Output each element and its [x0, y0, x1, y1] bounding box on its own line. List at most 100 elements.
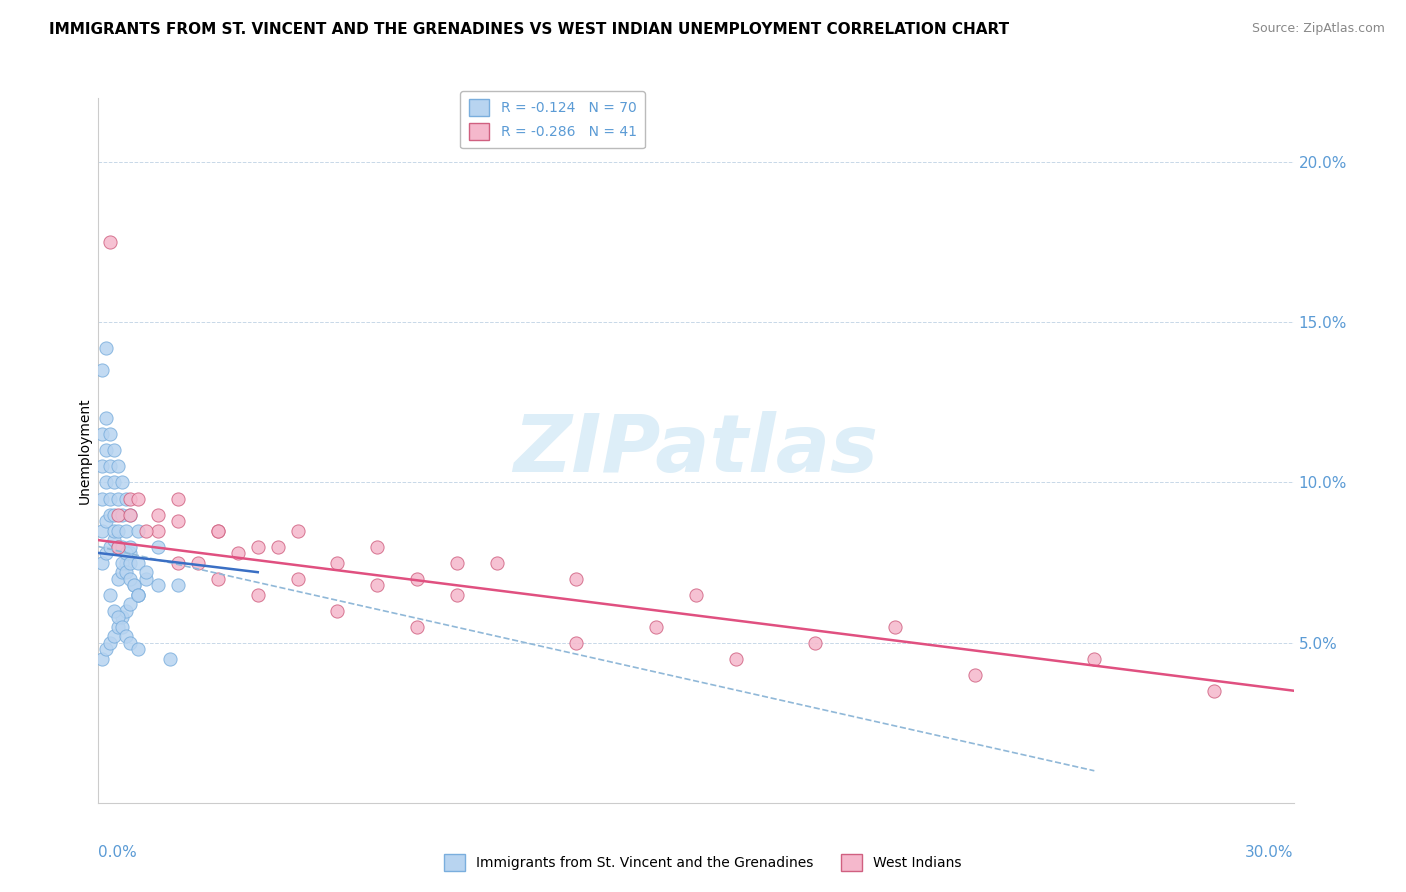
- Point: [111, 540, 134, 554]
- Text: Source: ZipAtlas.com: Source: ZipAtlas.com: [1251, 22, 1385, 36]
- Legend: R = -0.124   N = 70, R = -0.286   N = 41: R = -0.124 N = 70, R = -0.286 N = 41: [460, 91, 645, 148]
- Point: [115, 565, 138, 579]
- Point: [485, 556, 508, 570]
- Point: [96, 341, 118, 355]
- Point: [148, 540, 170, 554]
- Point: [107, 491, 129, 506]
- Point: [127, 588, 149, 602]
- Text: ZIPatlas: ZIPatlas: [513, 411, 879, 490]
- Point: [127, 642, 149, 657]
- Point: [115, 491, 138, 506]
- Point: [111, 619, 134, 633]
- Point: [120, 491, 142, 506]
- Point: [103, 533, 125, 548]
- Point: [124, 578, 146, 592]
- Point: [107, 508, 129, 522]
- Point: [111, 556, 134, 570]
- Point: [91, 651, 114, 665]
- Point: [103, 475, 125, 490]
- Point: [98, 459, 122, 474]
- Point: [446, 588, 468, 602]
- Point: [120, 508, 142, 522]
- Point: [645, 619, 668, 633]
- Point: [246, 588, 269, 602]
- Point: [366, 578, 388, 592]
- Point: [207, 572, 229, 586]
- Point: [1083, 651, 1105, 665]
- Point: [111, 565, 134, 579]
- Point: [107, 572, 129, 586]
- Point: [724, 651, 747, 665]
- Point: [98, 235, 122, 250]
- Point: [91, 524, 114, 538]
- Point: [103, 524, 125, 538]
- Point: [120, 508, 142, 522]
- Point: [107, 619, 129, 633]
- Point: [120, 572, 142, 586]
- Point: [207, 524, 229, 538]
- Point: [107, 540, 129, 554]
- Point: [187, 556, 209, 570]
- Point: [167, 578, 190, 592]
- Point: [103, 629, 125, 643]
- Point: [115, 556, 138, 570]
- Point: [120, 597, 142, 611]
- Point: [120, 540, 142, 554]
- Point: [111, 475, 134, 490]
- Point: [167, 556, 190, 570]
- Point: [1202, 683, 1225, 698]
- Point: [115, 546, 138, 560]
- Point: [565, 635, 588, 649]
- Point: [96, 546, 118, 560]
- Y-axis label: Unemployment: Unemployment: [77, 397, 91, 504]
- Point: [127, 588, 149, 602]
- Point: [127, 524, 149, 538]
- Point: [91, 363, 114, 377]
- Point: [96, 514, 118, 528]
- Point: [91, 427, 114, 442]
- Point: [148, 578, 170, 592]
- Point: [111, 610, 134, 624]
- Point: [111, 508, 134, 522]
- Point: [148, 524, 170, 538]
- Point: [963, 667, 986, 681]
- Point: [167, 514, 190, 528]
- Point: [98, 540, 122, 554]
- Point: [246, 540, 269, 554]
- Point: [287, 524, 309, 538]
- Point: [120, 546, 142, 560]
- Point: [115, 604, 138, 618]
- Point: [287, 572, 309, 586]
- Point: [127, 556, 149, 570]
- Point: [159, 651, 181, 665]
- Point: [267, 540, 290, 554]
- Point: [107, 540, 129, 554]
- Point: [107, 524, 129, 538]
- Point: [98, 491, 122, 506]
- Point: [565, 572, 588, 586]
- Point: [96, 475, 118, 490]
- Point: [98, 635, 122, 649]
- Point: [127, 491, 149, 506]
- Point: [167, 491, 190, 506]
- Point: [115, 629, 138, 643]
- Point: [91, 491, 114, 506]
- Point: [406, 619, 429, 633]
- Point: [406, 572, 429, 586]
- Point: [685, 588, 707, 602]
- Point: [115, 524, 138, 538]
- Point: [91, 556, 114, 570]
- Point: [135, 524, 157, 538]
- Point: [107, 459, 129, 474]
- Point: [326, 556, 349, 570]
- Point: [446, 556, 468, 570]
- Text: IMMIGRANTS FROM ST. VINCENT AND THE GRENADINES VS WEST INDIAN UNEMPLOYMENT CORRE: IMMIGRANTS FROM ST. VINCENT AND THE GREN…: [49, 22, 1010, 37]
- Point: [207, 524, 229, 538]
- Point: [124, 578, 146, 592]
- Point: [135, 565, 157, 579]
- Point: [103, 508, 125, 522]
- Point: [103, 443, 125, 458]
- Point: [96, 642, 118, 657]
- Point: [96, 443, 118, 458]
- Point: [120, 556, 142, 570]
